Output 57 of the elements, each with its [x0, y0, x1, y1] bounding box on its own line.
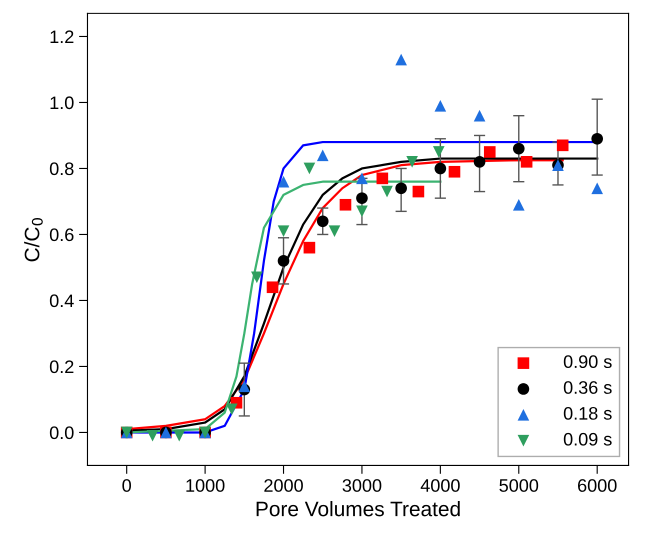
point: [146, 430, 158, 442]
point: [520, 156, 532, 168]
point: [381, 186, 393, 198]
x-tick-label: 2000: [264, 479, 303, 492]
point: [356, 172, 368, 184]
point: [474, 156, 486, 168]
point: [591, 182, 604, 194]
point: [395, 54, 407, 66]
point: [406, 156, 418, 168]
point: [278, 176, 290, 188]
point: [340, 198, 352, 211]
point: [173, 430, 186, 442]
x-tick-label: 0: [122, 479, 132, 492]
y-tick-label: 1.0: [50, 96, 74, 110]
point: [434, 100, 446, 112]
x-axis-title: Pore Volumes Treated: [256, 501, 460, 516]
point: [556, 140, 568, 152]
point: [328, 225, 340, 237]
y-tick-label: 0.2: [50, 360, 74, 374]
legend-label: 0.36 s: [564, 381, 612, 394]
point: [474, 110, 486, 122]
x-tick-label: 6000: [578, 479, 617, 492]
y-tick-label: 0.4: [50, 294, 74, 308]
point: [448, 166, 460, 178]
y-axis-title: C/C$_{0}$: [24, 218, 43, 262]
point: [316, 149, 329, 162]
point: [376, 172, 388, 184]
x-tick-label: 3000: [342, 479, 382, 492]
point: [356, 192, 368, 204]
point: [432, 146, 445, 158]
y-tick-label: 0.8: [50, 162, 74, 176]
legend-label: 0.09 s: [564, 432, 612, 446]
point: [304, 242, 316, 254]
y-tick-label: 1.2: [50, 30, 74, 44]
point: [278, 255, 290, 267]
point: [512, 198, 525, 211]
x-tick-label: 5000: [499, 479, 538, 492]
legend-label: 0.90 s: [564, 355, 612, 368]
y-tick-label: 0.6: [50, 228, 74, 242]
y-tick-label: 0.0: [50, 426, 74, 440]
point: [412, 186, 424, 198]
point: [251, 272, 263, 284]
legend-label: 0.18 s: [564, 406, 612, 420]
x-tick-label: 4000: [420, 479, 460, 492]
point: [591, 132, 604, 145]
point: [266, 281, 278, 294]
x-tick-label: 1000: [186, 479, 224, 492]
point: [278, 225, 290, 237]
point: [395, 182, 407, 194]
point: [304, 162, 316, 174]
point: [512, 142, 525, 154]
point: [316, 215, 329, 228]
point: [434, 162, 446, 174]
point: [238, 380, 250, 392]
point: [356, 206, 368, 218]
point: [226, 404, 238, 416]
point: [484, 146, 496, 158]
